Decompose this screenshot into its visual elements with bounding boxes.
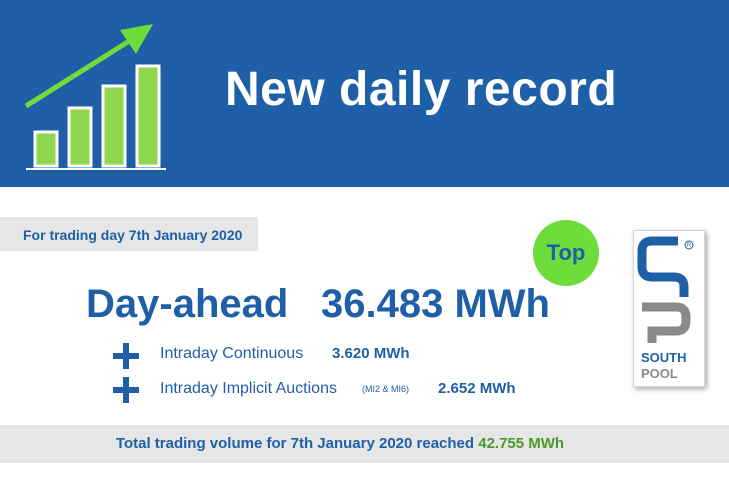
top-badge: Top <box>533 220 599 286</box>
logo-text-south: SOUTH <box>641 350 687 365</box>
total-volume-value: 42.755 MWh <box>478 435 565 452</box>
trading-day-label: For trading day 7th January 2020 <box>23 227 243 243</box>
svg-text:R: R <box>687 243 692 249</box>
footer-strip <box>0 425 729 463</box>
intraday-auctions-note: (MI2 & MI6) <box>362 384 410 394</box>
page-title: New daily record <box>225 63 618 116</box>
total-volume-label: Total trading volume for 7th January 202… <box>115 435 479 452</box>
total-volume-text: Total trading volume for 7th January 202… <box>0 435 680 452</box>
header-banner: New daily record <box>0 0 729 187</box>
plus-icon <box>113 343 139 369</box>
date-strip <box>0 217 258 251</box>
day-ahead-value: 36.483 MWh <box>321 282 550 326</box>
south-pool-logo: R SOUTH POOL <box>633 230 705 387</box>
sp-logo-icon: R <box>637 236 694 343</box>
day-ahead-label: Day-ahead <box>86 282 289 326</box>
logo-text-pool: POOL <box>641 366 678 381</box>
intraday-auctions-value: 2.652 MWh <box>438 380 516 397</box>
intraday-auctions-label: Intraday Implicit Auctions <box>160 380 337 397</box>
intraday-continuous-value: 3.620 MWh <box>332 345 410 362</box>
plus-icon <box>113 377 139 403</box>
rising-bar-chart-icon <box>24 24 166 170</box>
intraday-continuous-label: Intraday Continuous <box>160 345 304 362</box>
